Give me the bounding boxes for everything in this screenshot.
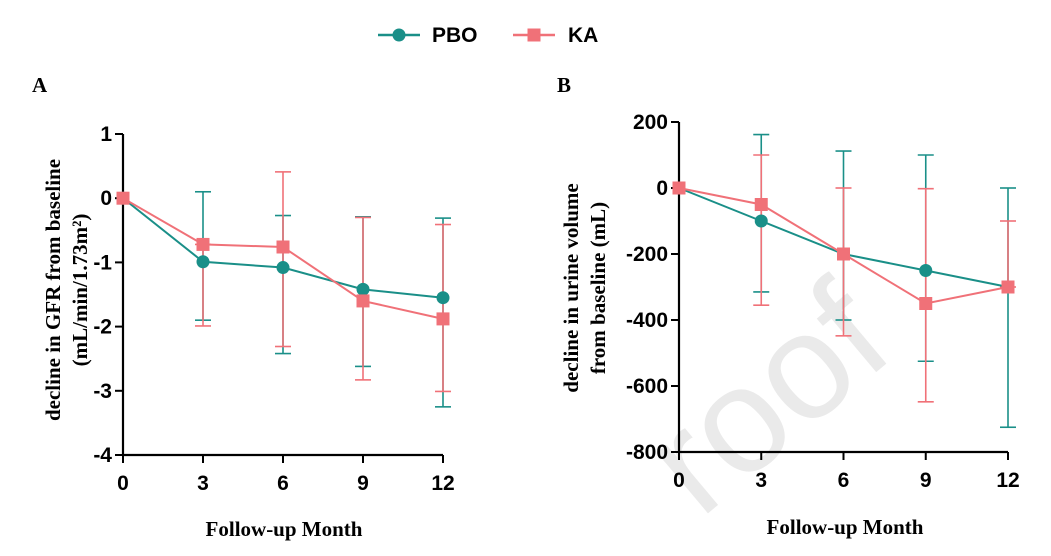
panel-b-ka-point [754, 198, 768, 211]
panel-a-ka-point [276, 240, 290, 254]
panel-a-x-tick-label: 9 [357, 472, 369, 495]
panel-b-y-tick-label: -200 [626, 243, 668, 266]
panel-b-ka-point [837, 247, 850, 261]
panel-a-y-tick-label: -4 [93, 444, 112, 467]
legend-ka-marker [527, 28, 541, 42]
panel-b-y-tick-label: -400 [626, 309, 668, 332]
panel-b-pbo-point [754, 214, 768, 228]
panel-b-ka-point [1001, 280, 1015, 294]
panel-b-y-title-line1: decline in urine volume [559, 183, 583, 392]
panel-b-ka-point [672, 181, 686, 195]
legend: PBO KA [378, 24, 598, 47]
panel-a-x-tick-label: 6 [277, 472, 289, 495]
panel-a-ka-point [356, 294, 370, 308]
legend-pbo-label: PBO [432, 24, 478, 47]
panel-a: A decline in GFR from baseline (mL/min/1… [32, 73, 455, 541]
panel-a-pbo-point [276, 261, 290, 275]
panel-b-x-tick-label: 0 [673, 469, 685, 492]
panel-a-y-title: decline in GFR from baseline (mL/min/1.7… [41, 159, 92, 421]
panel-b-y-title: decline in urine volume from baseline (m… [559, 183, 610, 392]
panel-b: B decline in urine volume from baseline … [557, 73, 1020, 539]
panel-b-y-tick-label: 200 [633, 111, 668, 134]
panel-a-pbo-point [196, 255, 210, 269]
legend-item-pbo: PBO [378, 24, 478, 47]
panel-a-ka-point [436, 312, 450, 326]
panel-a-x-title: Follow-up Month [206, 517, 363, 541]
panel-b-pbo-point [919, 264, 933, 277]
panel-a-ka-point [116, 191, 130, 205]
panel-b-x-tick-label: 6 [838, 469, 850, 492]
legend-item-ka: KA [513, 24, 598, 47]
panel-a-y-title-line2: (mL/min/1.73m²) [68, 214, 92, 367]
panel-a-y-tick-label: -1 [93, 251, 112, 274]
panel-b-x-tick-label: 12 [996, 469, 1019, 492]
panel-b-x-tick-label: 9 [920, 469, 932, 492]
panel-a-y-tick-label: -3 [93, 380, 112, 403]
panel-b-x-title: Follow-up Month [767, 515, 924, 539]
panel-a-x-tick-label: 3 [197, 472, 209, 495]
panel-b-x-tick-label: 3 [755, 469, 767, 492]
panel-b-ka-point [919, 297, 933, 310]
panel-a-y-tick-label: 0 [100, 187, 112, 210]
panel-a-pbo-point [356, 282, 370, 296]
panel-b-y-tick-label: 0 [656, 177, 668, 200]
panel-b-y-tick-label: -800 [626, 441, 668, 464]
panel-a-pbo-point [436, 291, 450, 305]
panel-b-label: B [557, 73, 571, 97]
panel-a-x-tick-label: 0 [117, 472, 129, 495]
panel-b-y-title-line2: from baseline (mL) [586, 202, 610, 374]
legend-ka-label: KA [568, 24, 598, 47]
panel-a-y-tick-label: 1 [100, 123, 112, 146]
legend-pbo-marker [392, 28, 406, 42]
panel-a-y-title-line1: decline in GFR from baseline [41, 159, 65, 421]
panel-a-x-tick-label: 12 [431, 472, 454, 495]
panel-a-label: A [32, 73, 48, 97]
panel-b-y-tick-label: -600 [626, 375, 668, 398]
panel-a-ka-point [196, 237, 210, 251]
panel-a-y-tick-label: -2 [93, 316, 112, 339]
